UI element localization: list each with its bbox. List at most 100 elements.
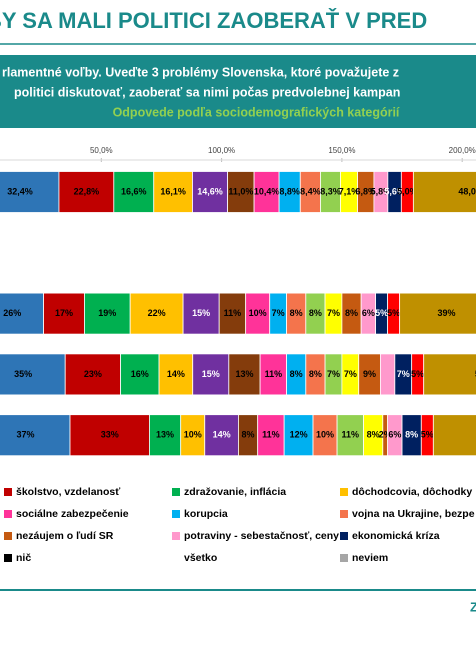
- data-label: 10,4%: [254, 186, 280, 196]
- legend-label: dôchodcovia, dôchodky: [352, 486, 472, 498]
- data-label: 35%: [14, 369, 32, 379]
- note: Odpovede podľa sociodemografických kateg…: [113, 105, 400, 119]
- bar-segment: [432, 414, 476, 457]
- bar-segment: [423, 353, 476, 396]
- data-label: 5,0%: [397, 186, 418, 196]
- data-label: 22%: [148, 308, 166, 318]
- bar-segment: [257, 414, 285, 457]
- data-label: 5,8%: [371, 186, 392, 196]
- data-label: 5,6%: [384, 186, 405, 196]
- data-label: 14,6%: [197, 186, 223, 196]
- data-label: 16,6%: [121, 186, 147, 196]
- legend-swatch: [4, 488, 12, 496]
- data-label: 7%: [327, 308, 340, 318]
- data-label: 2%: [379, 430, 392, 440]
- legend-swatch: [172, 488, 180, 496]
- bar-segment: [182, 292, 220, 335]
- data-label: 6%: [362, 308, 375, 318]
- data-label: 11%: [262, 430, 280, 440]
- data-label: 10%: [249, 308, 267, 318]
- data-label: 14%: [167, 369, 185, 379]
- legend-label: sociálne zabezpečenie: [16, 508, 129, 520]
- bar-segment: [192, 353, 230, 396]
- bar-segment: [0, 353, 66, 396]
- data-label: 19%: [98, 308, 116, 318]
- legend-swatch: [4, 510, 12, 518]
- data-label: 8,4%: [300, 186, 321, 196]
- legend-swatch: [340, 554, 348, 562]
- legend-label: korupcia: [184, 508, 228, 520]
- bar-segment: [120, 353, 160, 396]
- x-tick-label: 50,0%: [90, 146, 113, 155]
- data-label: 39%: [438, 308, 456, 318]
- x-tick-label: 200,0%: [449, 146, 476, 155]
- data-label: 7%: [272, 308, 285, 318]
- data-label: 8%: [345, 308, 358, 318]
- subtitle: politici diskutovať, zaoberať sa nimi po…: [14, 85, 400, 99]
- legend-swatch: [172, 554, 180, 562]
- data-label: 17%: [55, 308, 73, 318]
- data-label: 26%: [3, 308, 21, 318]
- data-label: 5%: [375, 308, 388, 318]
- legend-swatch: [340, 488, 348, 496]
- bar-segment: [204, 414, 239, 457]
- data-label: 11,0%: [228, 186, 253, 196]
- data-label: 8,8%: [279, 186, 300, 196]
- data-label: 33%: [101, 430, 119, 440]
- data-label: 7%: [344, 369, 357, 379]
- legend-swatch: [4, 554, 12, 562]
- bar-segment: [312, 414, 338, 457]
- legend-swatch: [340, 510, 348, 518]
- footer: Z: [470, 599, 476, 614]
- data-label: 16%: [131, 369, 149, 379]
- legend-label: neviem: [352, 552, 388, 564]
- data-label: 15%: [192, 308, 210, 318]
- legend-label: potraviny - sebestačnosť, ceny: [184, 530, 339, 542]
- legend-swatch: [340, 532, 348, 540]
- subtitle: rlamentné voľby. Uveďte 3 problémy Slove…: [2, 65, 399, 79]
- bar-segment: [399, 292, 476, 335]
- data-label: 8%: [309, 369, 322, 379]
- data-label: 8,3%: [320, 186, 341, 196]
- data-label: 8%: [309, 308, 322, 318]
- legend-swatch: [4, 532, 12, 540]
- legend-swatch: [172, 510, 180, 518]
- data-label: 10%: [184, 430, 202, 440]
- bar-segment: [84, 292, 131, 335]
- x-tick-label: 100,0%: [208, 146, 235, 155]
- data-label: 50%: [475, 369, 476, 379]
- data-label: 15%: [202, 369, 220, 379]
- data-label: 8%: [290, 369, 303, 379]
- data-label: 23%: [84, 369, 102, 379]
- bar-segment: [228, 353, 261, 396]
- bar-segment: [0, 292, 44, 335]
- data-label: 48,0%: [458, 186, 476, 196]
- legend-swatch: [172, 532, 180, 540]
- x-tick-label: 150,0%: [328, 146, 355, 155]
- data-label: 13%: [156, 430, 174, 440]
- data-label: 22,8%: [74, 186, 100, 196]
- data-label: 7%: [397, 369, 410, 379]
- bar-segment: [379, 353, 396, 396]
- legend-label: nič: [16, 552, 31, 564]
- data-label: 6%: [388, 430, 401, 440]
- bar-segment: [0, 414, 71, 457]
- chart-title: BY SA MALI POLITICI ZAOBERAŤ V PRED: [0, 8, 427, 33]
- subtitle-band: [0, 55, 476, 128]
- data-label: 14%: [213, 430, 231, 440]
- data-label: 7,1%: [339, 186, 360, 196]
- bar-segment: [158, 353, 194, 396]
- bar-segment: [129, 292, 184, 335]
- bar-segment: [218, 292, 247, 335]
- data-label: 5%: [387, 308, 400, 318]
- data-label: 5%: [411, 369, 424, 379]
- legend-label: všetko: [184, 552, 217, 564]
- data-label: 7%: [327, 369, 340, 379]
- data-label: 9%: [363, 369, 376, 379]
- data-label: 8%: [242, 430, 255, 440]
- legend-label: ekonomická kríza: [352, 530, 440, 542]
- data-label: 11%: [342, 430, 360, 440]
- bar-segment: [69, 414, 150, 457]
